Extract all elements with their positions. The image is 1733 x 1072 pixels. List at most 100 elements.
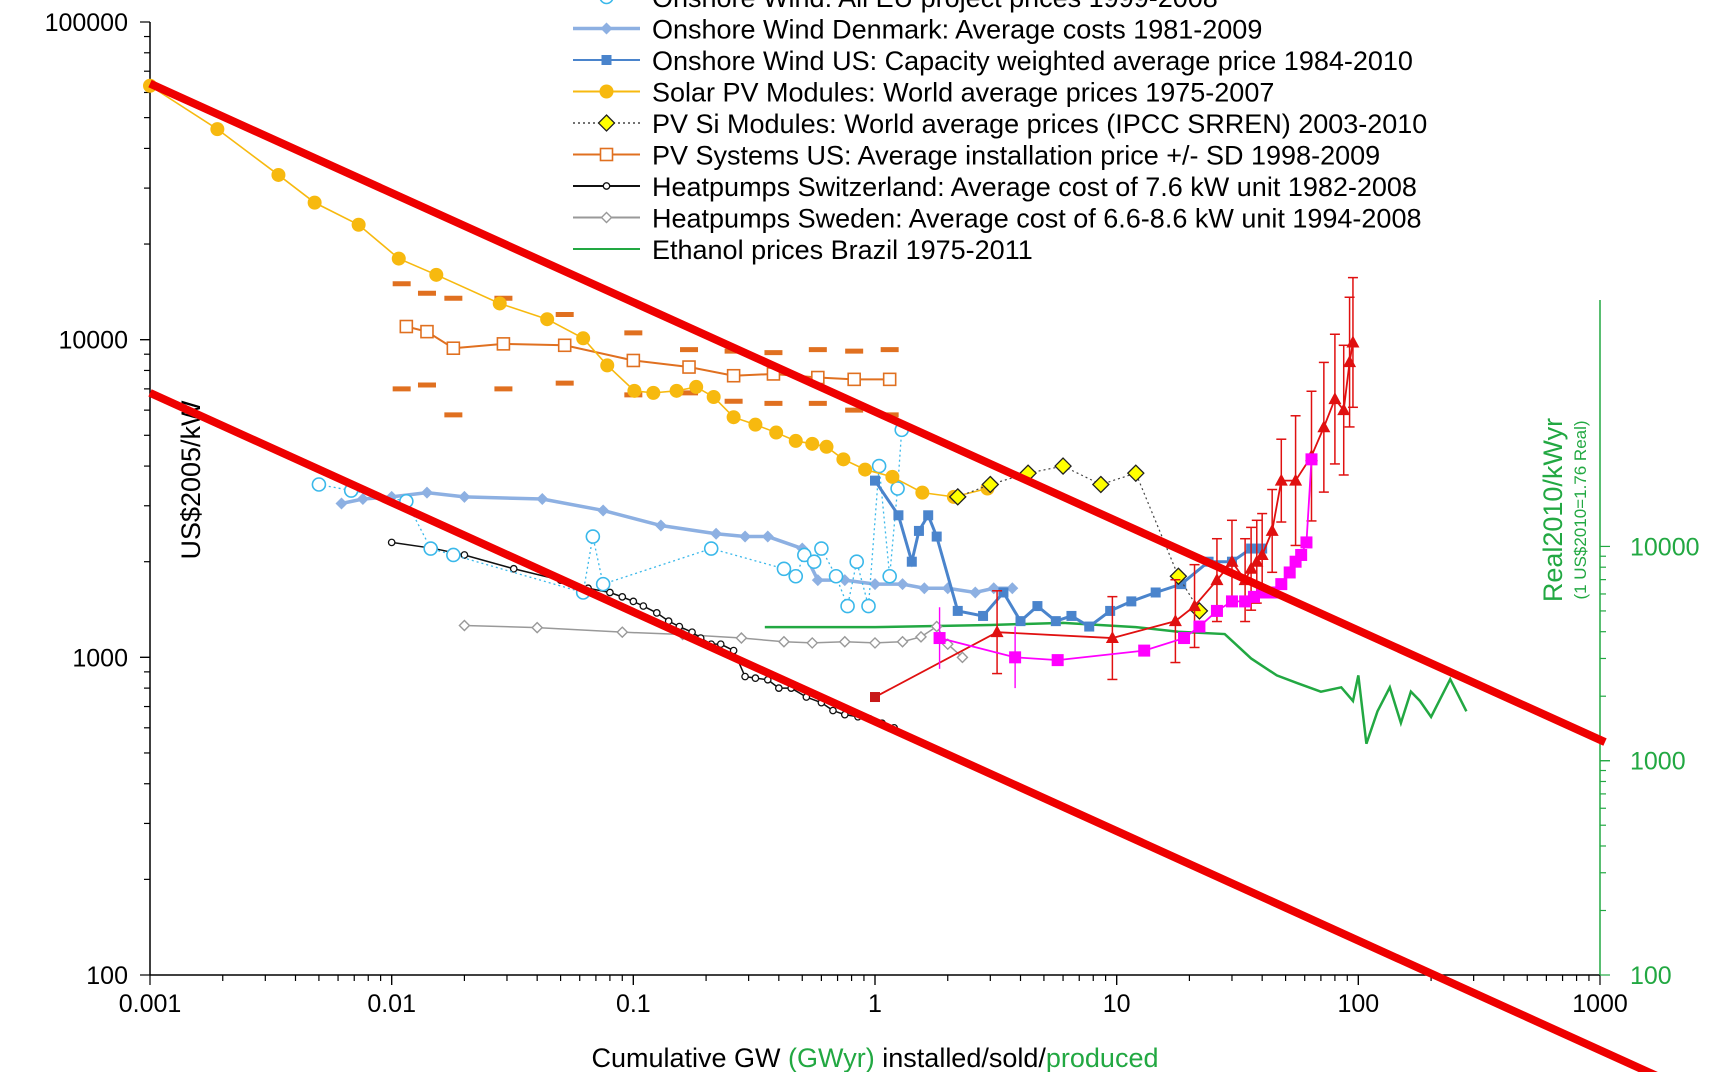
data-point-hp-se (838, 635, 851, 648)
data-point-onshore-us (870, 475, 880, 486)
data-point-red-series (1105, 631, 1119, 644)
data-point-onshore-us (923, 510, 934, 521)
data-point-onshore-eu (423, 541, 438, 556)
trend-line (148, 79, 1607, 746)
data-point-hp-ch (387, 538, 396, 547)
y-tick-label: 10000 (58, 327, 128, 355)
data-point-hp-ch (751, 674, 760, 682)
data-point-solar-pv (819, 439, 834, 454)
data-point-red-series (1250, 554, 1264, 567)
data-point-onshore-dk (739, 530, 752, 543)
data-point-red-series (1343, 355, 1357, 368)
data-point-solar-pv (646, 385, 661, 400)
y-tick-label: 100 (86, 962, 128, 990)
data-point-onshore-dk (969, 586, 982, 599)
data-point-onshore-dk (458, 490, 471, 503)
data-point-red-series (1225, 554, 1239, 567)
data-point-hp-ch (629, 597, 638, 606)
x-axis-label-gwyr: (GWyr) (788, 1043, 875, 1072)
data-point-solar-pv (492, 296, 507, 311)
data-point-hp-se (806, 636, 819, 649)
legend-swatch-marker (599, 147, 614, 162)
data-point-onshore-eu (703, 541, 719, 556)
legend-label-hp-ch: Heatpumps Switzerland: Average cost of 7… (652, 172, 1417, 202)
data-point-hp-se (777, 635, 790, 648)
data-point-red-series (1328, 392, 1342, 405)
plot-area (143, 78, 1658, 1072)
data-point-onshore-eu (849, 554, 865, 570)
data-point-hp-ch (774, 684, 783, 692)
data-point-onshore-us (1126, 596, 1137, 607)
x-axis-label: Cumulative GW (GWyr) installed/sold/prod… (592, 1043, 1159, 1072)
x-tick-label: 10 (1103, 990, 1131, 1018)
legend-label-onshore-dk: Onshore Wind Denmark: Average costs 1981… (652, 15, 1262, 45)
data-point-onshore-us (1015, 616, 1026, 627)
x-tick-label: 100 (1337, 990, 1379, 1018)
data-point-hp-se (915, 630, 927, 643)
data-point-solar-pv (429, 267, 444, 282)
data-point-solar-pv (669, 383, 684, 398)
data-point-hp-ch (618, 593, 627, 601)
data-point-pv-systems (847, 372, 861, 387)
data-point-onshore-us (906, 556, 917, 567)
legend-swatch-marker (600, 211, 613, 224)
data-point-onshore-eu (446, 547, 461, 563)
data-point-magenta-series (1210, 604, 1223, 617)
data-point-magenta-series (1225, 595, 1238, 608)
legend-swatch-marker (600, 22, 613, 35)
data-point-hp-se (869, 636, 881, 649)
x-tick-label: 1000 (1572, 990, 1628, 1018)
data-point-hp-ch (606, 588, 614, 597)
data-point-onshore-us (998, 587, 1009, 598)
data-point-solar-pv (858, 462, 873, 477)
right-axis-tick-label: 10000 (1630, 533, 1700, 561)
data-point-onshore-eu (797, 547, 812, 563)
legend-swatch-marker (602, 182, 611, 190)
data-point-hp-ch (460, 551, 469, 559)
legend-swatch-marker (599, 0, 614, 5)
data-point-red-series (1168, 614, 1182, 627)
data-point-onshore-us (893, 510, 904, 521)
data-point-solar-pv (805, 436, 820, 451)
right-axis-tick-label: 1000 (1630, 748, 1686, 776)
data-point-hp-ch (639, 602, 648, 610)
data-point-magenta-series (1300, 536, 1313, 549)
y-minor-ticks (140, 21, 150, 976)
data-point-pv-si (981, 475, 1000, 494)
legend-swatch-marker (601, 55, 612, 65)
data-point-magenta-series (1275, 578, 1288, 591)
data-point-magenta-series (933, 632, 946, 645)
data-point-onshore-eu (311, 477, 327, 492)
data-point-solar-pv (726, 410, 741, 425)
data-point-onshore-us (1150, 587, 1161, 598)
data-point-hp-se (616, 626, 629, 639)
data-point-solar-pv (689, 379, 704, 394)
data-point-red-series (1265, 523, 1279, 536)
axes: 0.001 0.01 0.1 1 10 100 1000 100000 1000… (45, 9, 1700, 1018)
data-point-hp-ch (652, 609, 661, 617)
data-point-red-series (1255, 547, 1269, 560)
data-point-pv-si (1091, 475, 1110, 494)
y-tick-label: 1000 (72, 644, 128, 672)
data-point-solar-pv (576, 331, 591, 346)
data-point-onshore-dk (335, 497, 348, 510)
right-axis-tick-labels: 10000 1000 100 (1630, 533, 1700, 990)
data-point-pv-systems (496, 337, 511, 351)
data-point-solar-pv (210, 122, 225, 137)
data-point-onshore-us (1176, 579, 1187, 590)
data-point-pv-si (1126, 464, 1145, 483)
data-point-pv-systems (726, 368, 741, 383)
data-point-hp-se (531, 621, 544, 634)
data-point-solar-pv (836, 452, 851, 467)
data-point-onshore-dk (811, 574, 824, 587)
data-point-pv-systems (557, 338, 572, 353)
data-point-onshore-us (978, 610, 989, 621)
data-point-onshore-dk (869, 578, 881, 591)
x-tick-label: 0.01 (367, 990, 416, 1018)
data-point-red-series (1244, 561, 1258, 574)
legend-label-solar-pv: Solar PV Modules: World average prices 1… (652, 78, 1274, 108)
trend-line (148, 389, 1658, 1072)
legend-label-ethanol: Ethanol prices Brazil 1975-2011 (652, 235, 1033, 265)
data-point-solar-pv (769, 425, 784, 440)
